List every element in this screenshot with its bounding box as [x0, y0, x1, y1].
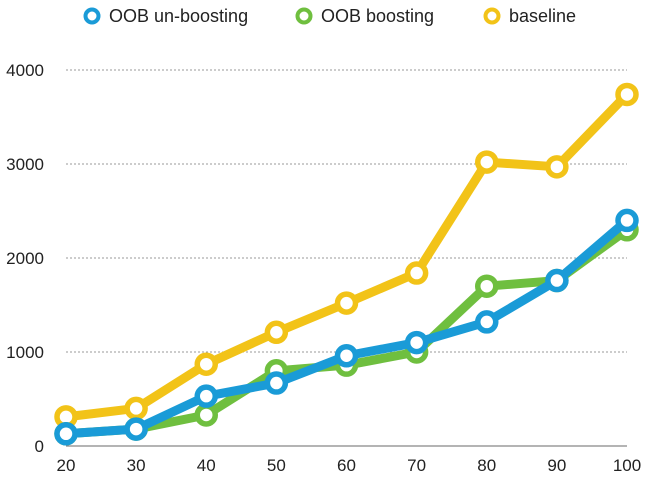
data-point-baseline-50 — [264, 320, 289, 345]
legend-item-oob-boosting: OOB boosting — [295, 6, 434, 26]
legend-item-oob-un-boosting: OOB un-boosting — [83, 6, 248, 26]
legend-marker-oob-un-boosting — [83, 7, 101, 25]
series-oob-un-boosting — [54, 208, 639, 446]
data-point-oob-un-boosting-60 — [334, 344, 359, 368]
y-tick-label-4000: 4000 — [6, 61, 44, 80]
data-point-oob-un-boosting-30 — [124, 417, 148, 441]
data-point-baseline-80 — [475, 150, 499, 174]
axes: 0 1000 2000 3000 4000 20 30 40 50 60 70 80 90 100 — [6, 61, 641, 475]
x-tick-label-100: 100 — [613, 456, 641, 475]
x-tick-label-70: 70 — [407, 456, 426, 475]
legend: OOB un-boosting OOB boosting baseline — [83, 6, 576, 26]
x-tick-label-50: 50 — [267, 456, 286, 475]
data-point-baseline-40 — [194, 352, 218, 376]
data-point-oob-un-boosting-70 — [404, 330, 429, 355]
x-tick-label-80: 80 — [477, 456, 496, 475]
x-tick-label-30: 30 — [127, 456, 146, 475]
y-tick-label-1000: 1000 — [6, 343, 44, 362]
legend-label-oob-un-boosting: OOB un-boosting — [109, 6, 248, 26]
data-point-oob-un-boosting-40 — [194, 384, 218, 408]
data-point-oob-boosting-80 — [475, 274, 499, 298]
data-point-baseline-100 — [615, 82, 639, 107]
data-point-oob-un-boosting-100 — [615, 208, 639, 233]
legend-label-baseline: baseline — [509, 6, 576, 26]
data-point-baseline-30 — [124, 396, 148, 421]
legend-item-baseline: baseline — [483, 6, 576, 26]
y-tick-label-2000: 2000 — [6, 249, 44, 268]
data-point-oob-un-boosting-90 — [545, 268, 569, 293]
x-tick-label-20: 20 — [57, 456, 76, 475]
legend-marker-baseline — [483, 7, 501, 25]
data-point-oob-boosting-40 — [194, 403, 218, 427]
data-point-oob-un-boosting-50 — [264, 371, 289, 395]
x-tick-label-90: 90 — [547, 456, 566, 475]
data-point-baseline-70 — [404, 261, 429, 285]
x-tick-label-60: 60 — [337, 456, 356, 475]
data-point-baseline-90 — [545, 155, 569, 179]
legend-marker-oob-boosting — [295, 7, 313, 25]
x-tick-label-40: 40 — [197, 456, 216, 475]
series-baseline — [54, 82, 639, 429]
data-point-baseline-60 — [334, 291, 359, 315]
data-point-oob-un-boosting-80 — [475, 310, 499, 334]
y-tick-label-0: 0 — [35, 437, 44, 456]
legend-label-oob-boosting: OOB boosting — [321, 6, 434, 26]
y-tick-label-3000: 3000 — [6, 155, 44, 174]
data-point-oob-un-boosting-20 — [54, 422, 78, 446]
series-group — [54, 82, 639, 446]
